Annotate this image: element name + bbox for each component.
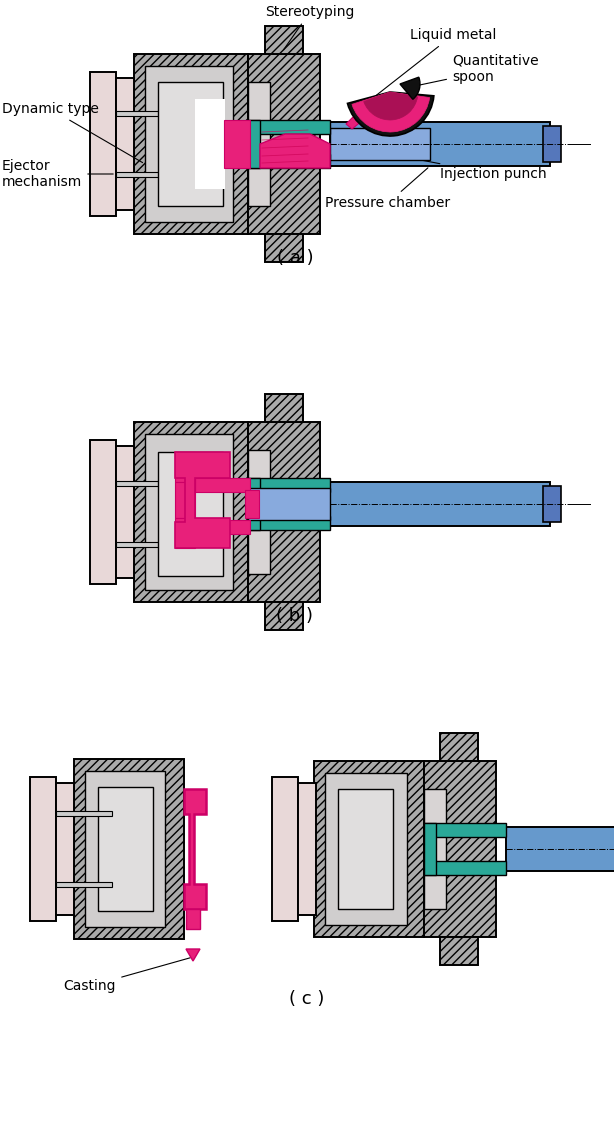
Text: Injection punch: Injection punch — [403, 156, 546, 181]
Bar — [298, 782, 316, 915]
Bar — [145, 434, 233, 590]
Bar — [175, 452, 195, 482]
Bar — [56, 811, 112, 816]
Bar — [265, 234, 303, 262]
Bar — [56, 782, 74, 915]
Bar — [175, 482, 195, 518]
Bar — [116, 78, 134, 210]
Bar — [90, 440, 116, 584]
Text: Dynamic type: Dynamic type — [2, 102, 142, 162]
Bar — [134, 54, 248, 234]
Bar — [98, 787, 153, 911]
Bar — [248, 120, 330, 134]
Text: Stereotyping: Stereotyping — [265, 5, 355, 50]
Bar — [424, 823, 506, 837]
Bar — [245, 490, 259, 518]
Bar — [195, 521, 250, 534]
Bar — [134, 422, 248, 602]
Bar — [330, 482, 550, 526]
Bar — [424, 823, 436, 875]
Bar — [424, 861, 506, 875]
Bar — [265, 393, 303, 422]
Bar — [30, 777, 56, 921]
Bar — [90, 71, 116, 215]
Bar — [265, 602, 303, 631]
Bar — [116, 446, 134, 578]
Bar — [116, 542, 168, 547]
Wedge shape — [352, 92, 430, 132]
Bar — [248, 488, 330, 521]
Bar — [56, 882, 112, 887]
Bar — [116, 481, 168, 486]
Polygon shape — [184, 789, 206, 909]
Bar — [325, 773, 407, 925]
Bar — [330, 122, 550, 166]
Bar — [248, 82, 270, 206]
Bar — [224, 120, 250, 168]
Bar — [248, 516, 330, 530]
Text: ( c ): ( c ) — [289, 990, 325, 1008]
Bar — [248, 120, 260, 168]
Bar — [440, 937, 478, 965]
Wedge shape — [400, 77, 420, 100]
Bar — [440, 733, 478, 761]
Bar — [158, 82, 223, 206]
Bar — [543, 126, 561, 162]
Bar — [248, 422, 320, 602]
Bar — [338, 789, 393, 909]
Bar — [195, 99, 225, 189]
Bar — [248, 154, 330, 168]
Bar — [543, 486, 561, 522]
Bar — [506, 827, 614, 871]
Polygon shape — [346, 110, 368, 129]
Bar — [314, 761, 424, 937]
Bar — [116, 111, 168, 116]
Bar — [272, 777, 298, 921]
Polygon shape — [260, 134, 330, 168]
Wedge shape — [348, 92, 434, 136]
Bar — [116, 172, 168, 177]
Bar — [424, 761, 496, 937]
Text: ( b ): ( b ) — [276, 607, 314, 625]
Text: ( a ): ( a ) — [277, 249, 313, 266]
Bar — [195, 479, 250, 492]
Text: Quantitative
spoon: Quantitative spoon — [418, 54, 538, 85]
Polygon shape — [186, 949, 200, 960]
Text: Liquid metal: Liquid metal — [357, 28, 496, 110]
Bar — [248, 479, 260, 530]
Bar — [330, 128, 430, 160]
Bar — [85, 771, 165, 926]
Bar — [158, 452, 223, 576]
Bar — [248, 54, 320, 234]
Bar — [145, 66, 233, 222]
Text: Pressure chamber: Pressure chamber — [325, 168, 451, 210]
Bar — [424, 789, 446, 909]
Wedge shape — [363, 92, 418, 120]
Polygon shape — [175, 452, 230, 548]
Bar — [175, 518, 195, 548]
Text: Ejector
mechanism: Ejector mechanism — [2, 159, 113, 189]
Text: Casting: Casting — [64, 958, 190, 993]
Bar — [74, 759, 184, 939]
Bar — [265, 26, 303, 54]
Bar — [248, 450, 270, 574]
Bar — [186, 909, 200, 929]
Bar — [248, 479, 330, 492]
